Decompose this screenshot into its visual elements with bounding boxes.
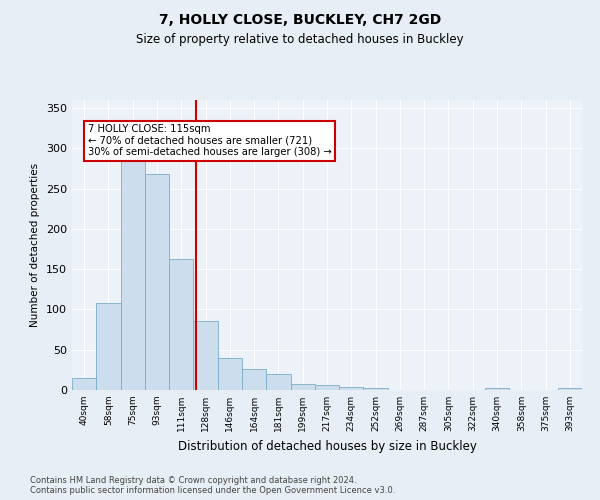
Bar [169,258,193,390]
Bar [558,388,582,390]
Bar [290,384,315,390]
Bar [364,388,388,390]
Bar [242,369,266,390]
Bar [145,174,169,390]
X-axis label: Distribution of detached houses by size in Buckley: Distribution of detached houses by size … [178,440,476,452]
Text: 7, HOLLY CLOSE, BUCKLEY, CH7 2GD: 7, HOLLY CLOSE, BUCKLEY, CH7 2GD [159,12,441,26]
Bar [485,388,509,390]
Bar [193,320,218,390]
Text: Size of property relative to detached houses in Buckley: Size of property relative to detached ho… [136,32,464,46]
Bar [339,387,364,390]
Bar [266,374,290,390]
Text: Contains HM Land Registry data © Crown copyright and database right 2024.
Contai: Contains HM Land Registry data © Crown c… [30,476,395,495]
Bar [218,358,242,390]
Y-axis label: Number of detached properties: Number of detached properties [31,163,40,327]
Text: 7 HOLLY CLOSE: 115sqm
← 70% of detached houses are smaller (721)
30% of semi-det: 7 HOLLY CLOSE: 115sqm ← 70% of detached … [88,124,332,158]
Bar [72,378,96,390]
Bar [96,303,121,390]
Bar [121,156,145,390]
Bar [315,385,339,390]
